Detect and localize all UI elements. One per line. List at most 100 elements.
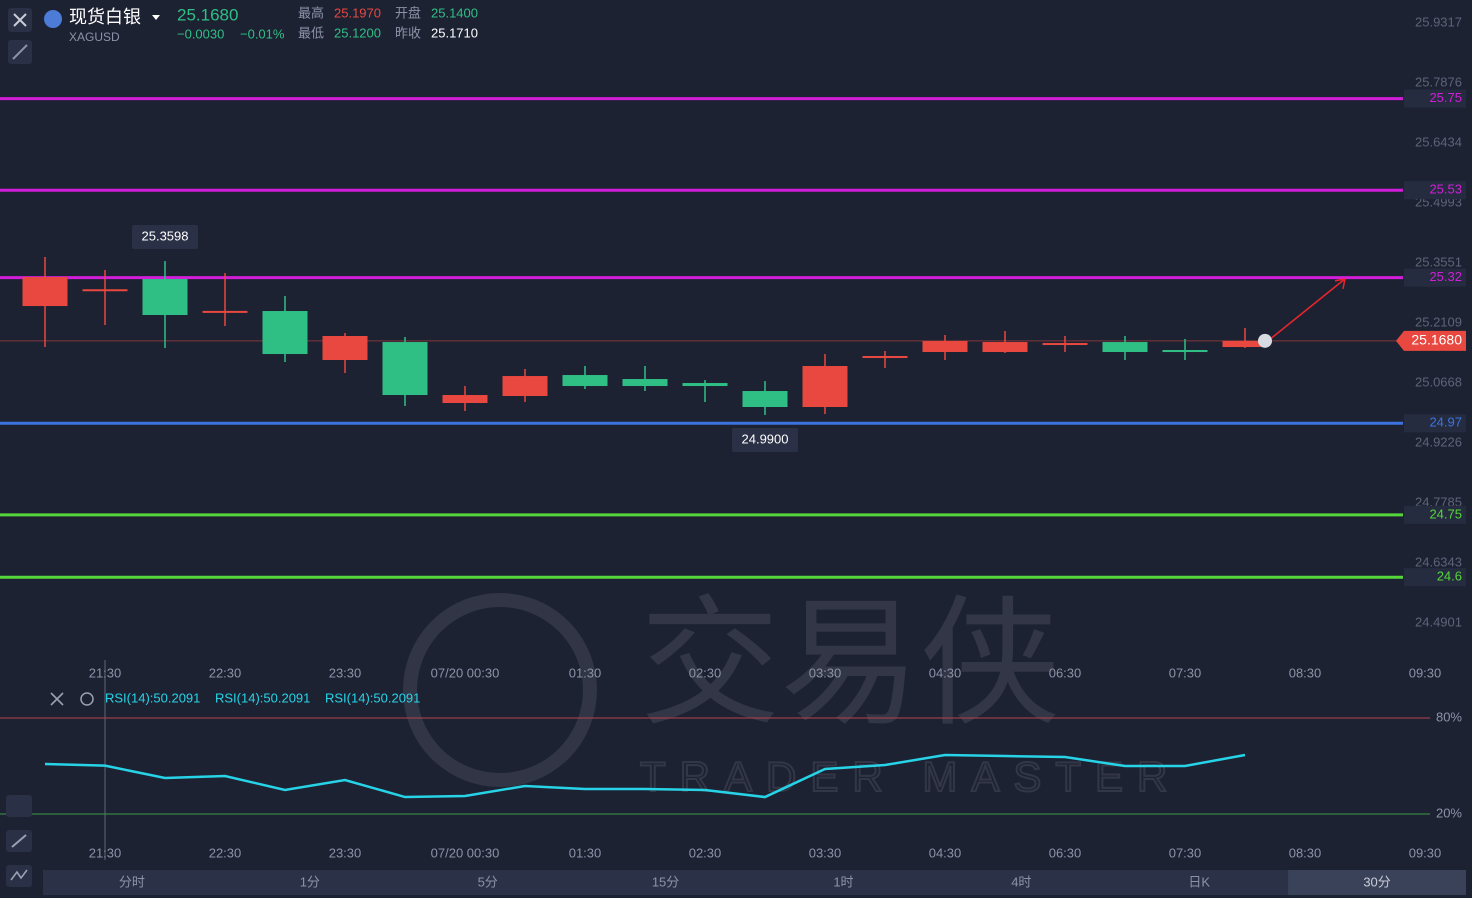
y-tick-label: 80% [1436, 709, 1462, 724]
x-tick-label: 06:30 [1049, 665, 1082, 680]
level-tag [1404, 414, 1466, 433]
x-tick-label: 22:30 [209, 845, 242, 860]
level-tag [1404, 89, 1466, 108]
x-tick-label: 03:30 [809, 665, 842, 680]
candle-body [922, 341, 968, 353]
last-price-label: 25.1680 [1411, 332, 1462, 348]
candle-body [1222, 340, 1268, 348]
candle-body [682, 383, 728, 387]
candle-body [862, 356, 908, 359]
y-tick-label: 24.4901 [1415, 614, 1462, 629]
tab-active[interactable]: 30分 [1363, 874, 1390, 889]
alert-dot[interactable] [1258, 333, 1272, 348]
x-tick-label: 23:30 [329, 665, 362, 680]
x-tick-label: 23:30 [329, 845, 362, 860]
candle-body [262, 311, 308, 355]
candle-body [142, 279, 188, 316]
y-tick-label: 24.9226 [1415, 434, 1462, 449]
level-label: 25.32 [1429, 269, 1462, 284]
high-tooltip [132, 225, 198, 250]
candle-body [322, 335, 368, 361]
x-tick-label: 04:30 [929, 845, 962, 860]
tab[interactable]: 1时 [833, 874, 853, 889]
symbol-name[interactable]: 现货白银 [69, 7, 141, 27]
low-value: 25.1200 [334, 25, 381, 40]
x-tick-label: 09:30 [1409, 665, 1442, 680]
tab-bar-bg [43, 870, 1466, 895]
prev-label: 昨收 [395, 25, 421, 40]
y-tick-label: 25.6434 [1415, 134, 1462, 149]
change-pct: −0.01% [240, 26, 285, 41]
line-icon [10, 869, 28, 881]
tab[interactable]: 分时 [119, 874, 145, 889]
open-value: 25.1400 [431, 5, 478, 20]
close-icon [13, 13, 27, 27]
tab[interactable]: 日K [1188, 874, 1210, 889]
tab[interactable]: 4时 [1011, 874, 1031, 889]
y-tick-label: 25.2109 [1415, 314, 1462, 329]
change: −0.0030 [177, 26, 224, 41]
tab[interactable]: 15分 [652, 874, 679, 889]
candle-body [1102, 342, 1148, 353]
x-tick-label: 06:30 [1049, 845, 1082, 860]
rsi-legend: RSI(14):50.2091 [325, 690, 420, 705]
x-tick-label: 03:30 [809, 845, 842, 860]
open-label: 开盘 [395, 5, 421, 20]
watermark: 交易侠 TRADER MASTER [403, 585, 1168, 801]
high-label: 最高 [298, 5, 324, 20]
prev-value: 25.1710 [431, 25, 478, 40]
tab[interactable]: 1分 [300, 874, 320, 889]
x-tick-label: 01:30 [569, 665, 602, 680]
high-tooltip-text: 25.3598 [142, 228, 189, 243]
level-label: 25.75 [1429, 90, 1462, 105]
candle-body [982, 342, 1028, 353]
x-tick-label: 04:30 [929, 665, 962, 680]
candle-body [442, 395, 488, 404]
x-tick-label: 02:30 [689, 845, 722, 860]
watermark-logo [403, 593, 597, 787]
y-tick-label: 24.7785 [1415, 494, 1462, 509]
price: 25.1680 [177, 5, 238, 24]
x-tick-label: 09:30 [1409, 845, 1442, 860]
level-label: 24.97 [1429, 415, 1462, 430]
tool-indicator[interactable] [6, 795, 32, 817]
low-tooltip-text: 24.9900 [742, 431, 789, 446]
x-tick-label: 02:30 [689, 665, 722, 680]
y-tick-label: 25.9317 [1415, 14, 1462, 29]
last-price-tag [1396, 330, 1466, 351]
low-tooltip [732, 427, 798, 452]
tab[interactable]: 5分 [478, 874, 498, 889]
x-tick-label: 07:30 [1169, 665, 1202, 680]
left-toolbar [6, 795, 32, 887]
level-tag [1404, 568, 1466, 587]
candle-body [82, 289, 128, 292]
level-label: 24.6 [1437, 569, 1462, 584]
collapse-icon [12, 44, 28, 60]
low-label: 最低 [298, 25, 324, 40]
rsi-settings[interactable] [80, 692, 94, 706]
symbol-icon [44, 10, 62, 28]
rsi-legend: RSI(14):50.2091 [105, 690, 200, 705]
candle-body [202, 310, 248, 313]
dropdown-icon[interactable] [152, 15, 160, 20]
x-tick-label: 22:30 [209, 665, 242, 680]
x-tick-label: 07:30 [1169, 845, 1202, 860]
y-tick-label: 25.0668 [1415, 374, 1462, 389]
x-tick-label: 01:30 [569, 845, 602, 860]
candle-body [502, 376, 548, 397]
rsi-close[interactable] [50, 692, 64, 706]
tab-bar: 分时 1分 5分 15分 1时 4时 日K 30分 [43, 870, 1466, 895]
arrow-annotation [1267, 278, 1346, 342]
level-tag [1404, 505, 1466, 524]
arrow-head [1334, 278, 1346, 290]
y-tick-label: 20% [1436, 805, 1462, 820]
rsi-line [44, 753, 1246, 799]
level-label: 25.53 [1429, 182, 1462, 197]
symbol-code: XAGUSD [69, 30, 120, 44]
rsi-legend: RSI(14):50.2091 [215, 690, 310, 705]
y-tick-label: 25.7876 [1415, 74, 1462, 89]
tab-active-bg[interactable] [1288, 870, 1466, 895]
candle-body [22, 277, 68, 307]
